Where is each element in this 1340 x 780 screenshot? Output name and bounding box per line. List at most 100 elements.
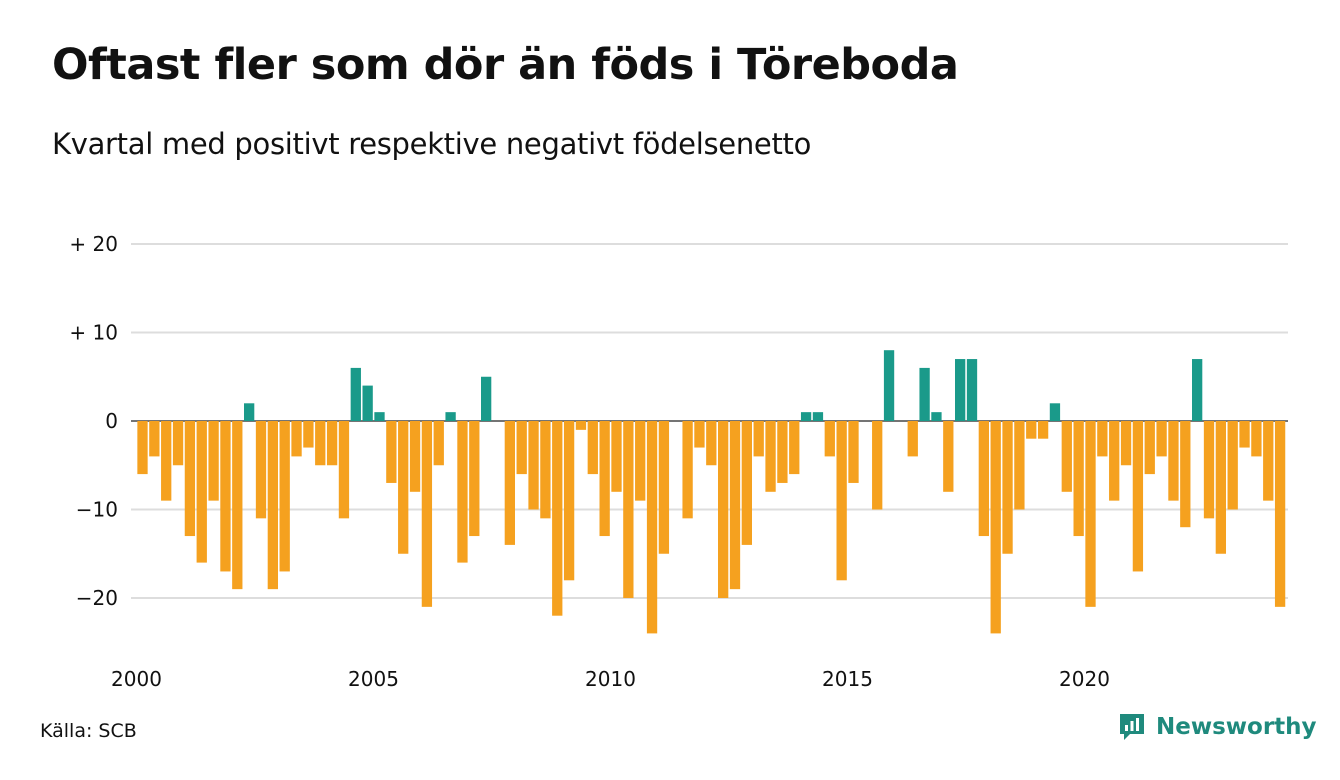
bar <box>990 421 1001 634</box>
bar <box>718 421 729 598</box>
bar <box>623 421 634 598</box>
bar <box>635 421 646 501</box>
brand-logo: Newsworthy <box>1118 712 1317 742</box>
bar <box>232 421 243 590</box>
bar <box>326 421 338 466</box>
bar <box>1097 421 1108 457</box>
bar <box>694 421 705 448</box>
bar <box>409 421 421 492</box>
bar <box>481 376 492 421</box>
bar <box>872 421 883 510</box>
bar <box>172 421 184 466</box>
bar <box>1061 421 1072 492</box>
bar <box>1263 421 1274 501</box>
source-note: Källa: SCB <box>40 720 137 742</box>
bar <box>1014 421 1025 510</box>
bar-chart: + 20 + 10 0 −10 −20 2000 2005 2010 2015 2020 <box>69 232 1288 691</box>
bar <box>184 421 196 537</box>
bar <box>777 421 788 483</box>
bar <box>1120 421 1132 466</box>
bar <box>729 421 741 590</box>
bar <box>753 421 764 457</box>
bar <box>966 359 978 421</box>
bar <box>789 421 800 475</box>
bar <box>824 421 835 457</box>
bar <box>848 421 859 483</box>
bar <box>646 421 658 634</box>
x-tick-label: 2015 <box>822 667 873 691</box>
bar <box>931 412 942 421</box>
bar <box>1026 421 1037 439</box>
bar <box>421 421 433 607</box>
x-tick-label: 2005 <box>348 667 399 691</box>
bar <box>386 421 397 483</box>
bar <box>1085 421 1096 607</box>
y-tick-label: 0 <box>105 409 118 433</box>
bar <box>1144 421 1155 475</box>
bar <box>682 421 693 519</box>
y-tick-label: + 20 <box>69 232 118 256</box>
y-tick-label: + 10 <box>69 321 118 345</box>
bar <box>303 421 314 448</box>
bar-layer <box>137 350 1286 634</box>
x-tick-label: 2000 <box>111 667 162 691</box>
bar <box>575 421 587 430</box>
bar <box>978 421 989 537</box>
bar <box>836 421 847 581</box>
x-tick-label: 2020 <box>1059 667 1110 691</box>
bar <box>658 421 670 554</box>
bar <box>516 421 527 475</box>
bar <box>457 421 468 563</box>
bar <box>1192 359 1203 421</box>
bar <box>706 421 717 466</box>
bar <box>1109 421 1120 501</box>
bar <box>244 403 255 421</box>
bar <box>1239 421 1250 448</box>
bar <box>374 412 385 421</box>
bar <box>469 421 480 537</box>
y-tick-label: −20 <box>76 586 118 610</box>
bar <box>741 421 752 545</box>
bar <box>267 421 278 590</box>
bar <box>943 421 954 492</box>
bar <box>1203 421 1215 519</box>
bar <box>1002 421 1013 554</box>
bar <box>315 421 326 466</box>
bar <box>1049 403 1061 421</box>
bar <box>611 421 622 492</box>
x-tick-label: 2010 <box>585 667 636 691</box>
brand-name: Newsworthy <box>1156 714 1317 740</box>
bar <box>1156 421 1167 457</box>
bar <box>1168 421 1179 501</box>
bar <box>1132 421 1144 572</box>
bar <box>883 350 895 421</box>
x-axis-labels: 2000 2005 2010 2015 2020 <box>111 667 1110 691</box>
bar <box>800 412 812 421</box>
y-axis-labels: + 20 + 10 0 −10 −20 <box>69 232 118 610</box>
bar <box>907 421 918 457</box>
bar <box>161 421 172 501</box>
bar <box>599 421 610 537</box>
bar <box>433 421 444 466</box>
bar <box>338 421 350 519</box>
bar <box>1274 421 1286 607</box>
bar <box>1180 421 1191 528</box>
bar <box>137 421 148 475</box>
bar <box>552 421 563 616</box>
bar <box>1215 421 1226 554</box>
chart-subtitle: Kvartal med positivt respektive negativt… <box>52 127 812 161</box>
bar <box>1073 421 1084 537</box>
bar <box>149 421 160 457</box>
bar <box>291 421 302 457</box>
bar <box>208 421 219 501</box>
bar <box>279 421 290 572</box>
bar <box>1037 421 1049 439</box>
bar <box>563 421 575 581</box>
chart-title: Oftast fler som dör än föds i Töreboda <box>52 40 959 90</box>
bar <box>220 421 231 572</box>
bar <box>528 421 539 510</box>
bar <box>445 412 456 421</box>
newsworthy-logo-icon <box>1120 714 1144 740</box>
bar <box>955 359 966 421</box>
bar <box>765 421 776 492</box>
